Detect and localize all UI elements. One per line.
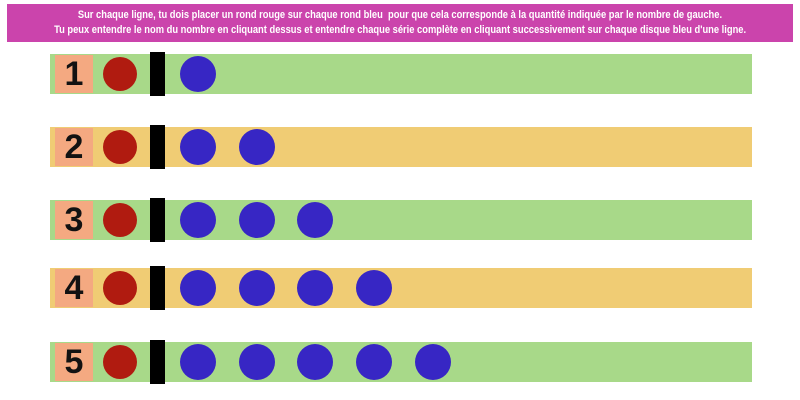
quantity-row-2: 2	[50, 125, 752, 169]
quantity-row-4: 4	[50, 266, 752, 310]
blue-disc[interactable]	[180, 202, 216, 238]
blue-disc[interactable]	[238, 344, 275, 380]
number-cell[interactable]: 2	[55, 128, 93, 166]
quantity-row-5: 5	[50, 340, 752, 384]
red-disc[interactable]	[103, 203, 137, 237]
blue-disc[interactable]	[180, 270, 216, 306]
number-cell[interactable]: 3	[55, 201, 93, 239]
divider-bar	[150, 125, 165, 169]
blue-disc[interactable]	[414, 344, 451, 380]
instruction-line-1: Sur chaque ligne, tu dois placer un rond…	[77, 9, 723, 21]
quantity-row-3: 3	[50, 198, 752, 242]
instruction-banner: Sur chaque ligne, tu dois placer un rond…	[7, 4, 793, 42]
blue-disc[interactable]	[238, 270, 275, 306]
divider-bar	[150, 198, 165, 242]
divider-bar	[150, 266, 165, 310]
red-disc[interactable]	[103, 345, 137, 379]
red-disc[interactable]	[103, 130, 137, 164]
number-cell[interactable]: 4	[55, 269, 93, 307]
quantity-row-1: 1	[50, 52, 752, 96]
divider-bar	[150, 340, 165, 384]
number-cell[interactable]: 1	[55, 55, 93, 93]
blue-disc[interactable]	[180, 56, 216, 92]
blue-disc[interactable]	[297, 202, 334, 238]
number-cell[interactable]: 5	[55, 343, 93, 381]
blue-disc[interactable]	[297, 344, 334, 380]
blue-disc[interactable]	[238, 202, 275, 238]
blue-disc[interactable]	[180, 344, 216, 380]
red-disc[interactable]	[103, 271, 137, 305]
blue-disc[interactable]	[180, 129, 216, 165]
blue-disc[interactable]	[356, 270, 393, 306]
blue-disc[interactable]	[297, 270, 334, 306]
divider-bar	[150, 52, 165, 96]
blue-disc[interactable]	[238, 129, 275, 165]
instruction-line-2: Tu peux entendre le nom du nombre en cli…	[53, 24, 747, 36]
blue-disc[interactable]	[356, 344, 393, 380]
red-disc[interactable]	[103, 57, 137, 91]
